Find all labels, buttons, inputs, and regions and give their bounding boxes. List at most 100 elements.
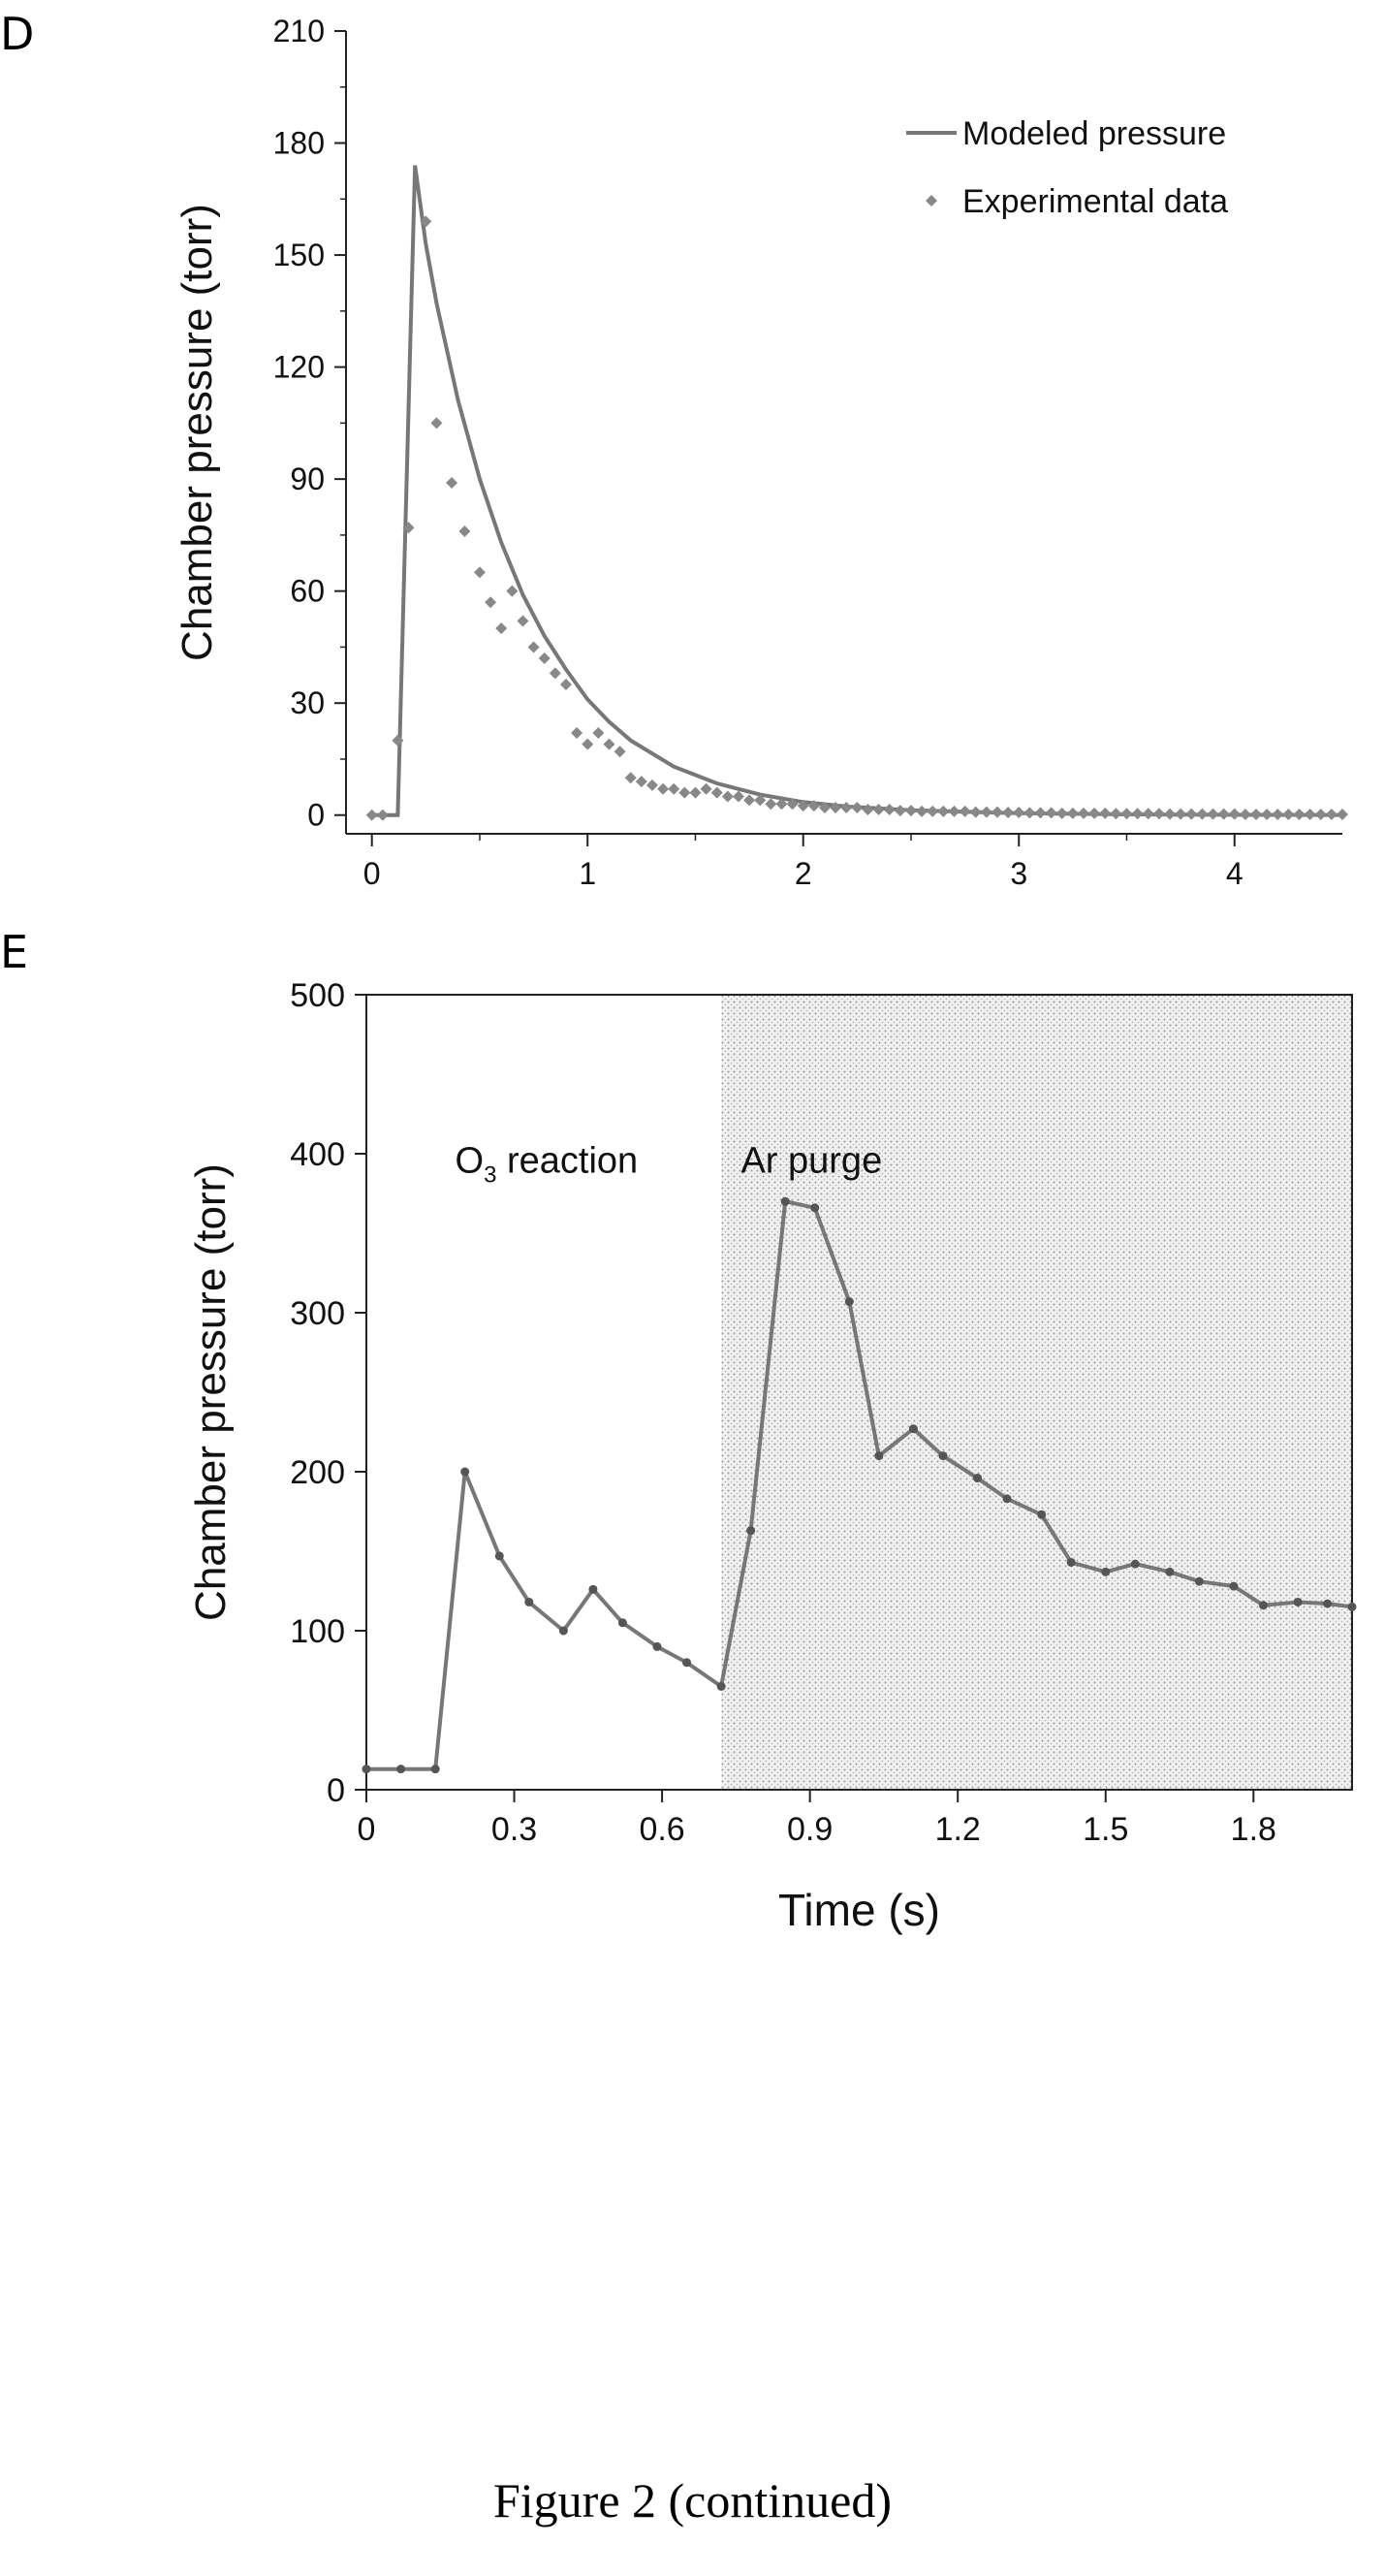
data-point	[1294, 1598, 1303, 1606]
x-tick-label-2: 2	[795, 856, 812, 891]
experimental-data-point	[1023, 807, 1035, 818]
experimental-data-point	[689, 787, 701, 799]
experimental-data-point	[474, 566, 486, 578]
experimental-data-point	[1056, 808, 1068, 819]
experimental-data-point	[603, 739, 614, 750]
data-point	[653, 1642, 662, 1651]
experimental-data-point	[765, 798, 776, 810]
experimental-data-point	[668, 783, 679, 795]
data-point	[973, 1474, 982, 1482]
experimental-data-point	[571, 727, 582, 739]
experimental-data-point	[1218, 809, 1230, 820]
experimental-data-point	[517, 615, 528, 626]
experimental-data-point	[981, 807, 992, 818]
experimental-data-point	[1110, 808, 1121, 819]
experimental-data-point	[1240, 809, 1251, 820]
data-point	[1195, 1577, 1204, 1586]
x-tick-label-3: 0.9	[787, 1811, 833, 1848]
data-point	[746, 1526, 755, 1535]
y-tick-label-0: 0	[327, 1772, 345, 1809]
data-point	[618, 1618, 627, 1627]
experimental-data-point	[862, 804, 873, 815]
experimental-data-point	[1002, 807, 1014, 818]
experimental-data-point	[560, 679, 572, 690]
y-tick-label-200: 200	[290, 1454, 345, 1491]
experimental-data-point	[1164, 809, 1176, 820]
experimental-data-point	[916, 806, 928, 817]
experimental-data-point	[1282, 809, 1294, 820]
experimental-data-point	[1207, 809, 1218, 820]
x-tick-label-3: 3	[1010, 856, 1027, 891]
legend-modeled-label: Modeled pressure	[962, 115, 1226, 152]
data-point	[1131, 1560, 1140, 1569]
experimental-data-point	[1261, 809, 1273, 820]
legend-experimental-label: Experimental data	[962, 183, 1228, 220]
experimental-data-point	[614, 746, 626, 757]
experimental-data-point	[733, 790, 744, 802]
experimental-data-point	[592, 727, 604, 739]
chart-d-pressure-model: 030609012015018021001234Chamber pressure…	[0, 0, 1385, 902]
data-point	[1229, 1582, 1238, 1591]
data-point	[1323, 1600, 1332, 1608]
data-point	[1067, 1558, 1076, 1567]
experimental-data-point	[970, 807, 982, 818]
chart-e-pressure-time: 010020030040050000.30.60.91.21.51.8Time …	[0, 931, 1385, 1949]
experimental-data-point	[1305, 809, 1316, 820]
data-point	[1003, 1494, 1012, 1503]
experimental-data-point	[1175, 809, 1186, 820]
data-point	[682, 1658, 691, 1667]
experimental-data-point	[873, 804, 885, 815]
y-tick-label-180: 180	[273, 126, 325, 161]
experimental-data-point	[458, 525, 470, 537]
experimental-data-point	[646, 779, 658, 791]
experimental-data-point	[1315, 809, 1327, 820]
x-tick-label-1: 0.3	[491, 1811, 537, 1848]
experimental-data-point	[1293, 809, 1305, 820]
experimental-data-point	[528, 641, 540, 652]
experimental-data-point	[430, 417, 442, 429]
y-tick-label-210: 210	[273, 14, 325, 48]
experimental-data-point	[1088, 808, 1100, 819]
experimental-data-point	[550, 667, 561, 679]
x-tick-label-6: 1.8	[1231, 1811, 1276, 1848]
experimental-data-point	[625, 772, 637, 783]
data-point	[781, 1197, 790, 1206]
experimental-data-point	[1078, 808, 1089, 819]
experimental-data-point	[366, 810, 378, 821]
experimental-data-point	[392, 735, 403, 747]
data-point	[1348, 1603, 1357, 1611]
experimental-data-point	[582, 739, 593, 750]
y-axis-label: Chamber pressure (torr)	[187, 1163, 235, 1621]
experimental-data-point	[722, 790, 734, 802]
experimental-data-point	[678, 787, 690, 799]
data-point	[1037, 1511, 1046, 1519]
data-point	[559, 1627, 568, 1636]
x-tick-label-4: 4	[1226, 856, 1243, 891]
data-point	[1259, 1601, 1268, 1609]
experimental-data-point	[1132, 808, 1144, 819]
data-point	[460, 1468, 469, 1477]
experimental-data-point	[1272, 809, 1283, 820]
y-tick-label-0: 0	[307, 798, 325, 833]
experimental-data-point	[1067, 808, 1079, 819]
experimental-data-point	[539, 652, 551, 664]
experimental-data-point	[1143, 808, 1154, 819]
experimental-data-point	[1099, 808, 1111, 819]
y-tick-label-100: 100	[290, 1613, 345, 1650]
experimental-data-point	[840, 802, 852, 813]
experimental-data-point	[701, 783, 712, 795]
ar-purge-shaded-region	[721, 995, 1352, 1790]
y-tick-label-300: 300	[290, 1295, 345, 1332]
experimental-data-point	[1013, 807, 1024, 818]
experimental-data-point	[1034, 807, 1046, 818]
data-point	[524, 1598, 533, 1606]
experimental-data-point	[992, 807, 1003, 818]
y-tick-label-500: 500	[290, 977, 345, 1014]
x-tick-label-0: 0	[358, 1811, 376, 1848]
y-tick-label-120: 120	[273, 350, 325, 385]
data-point	[495, 1551, 504, 1560]
x-tick-label-0: 0	[363, 856, 381, 891]
data-point	[588, 1585, 597, 1594]
data-point	[1101, 1568, 1110, 1576]
experimental-data-point	[1120, 808, 1132, 819]
